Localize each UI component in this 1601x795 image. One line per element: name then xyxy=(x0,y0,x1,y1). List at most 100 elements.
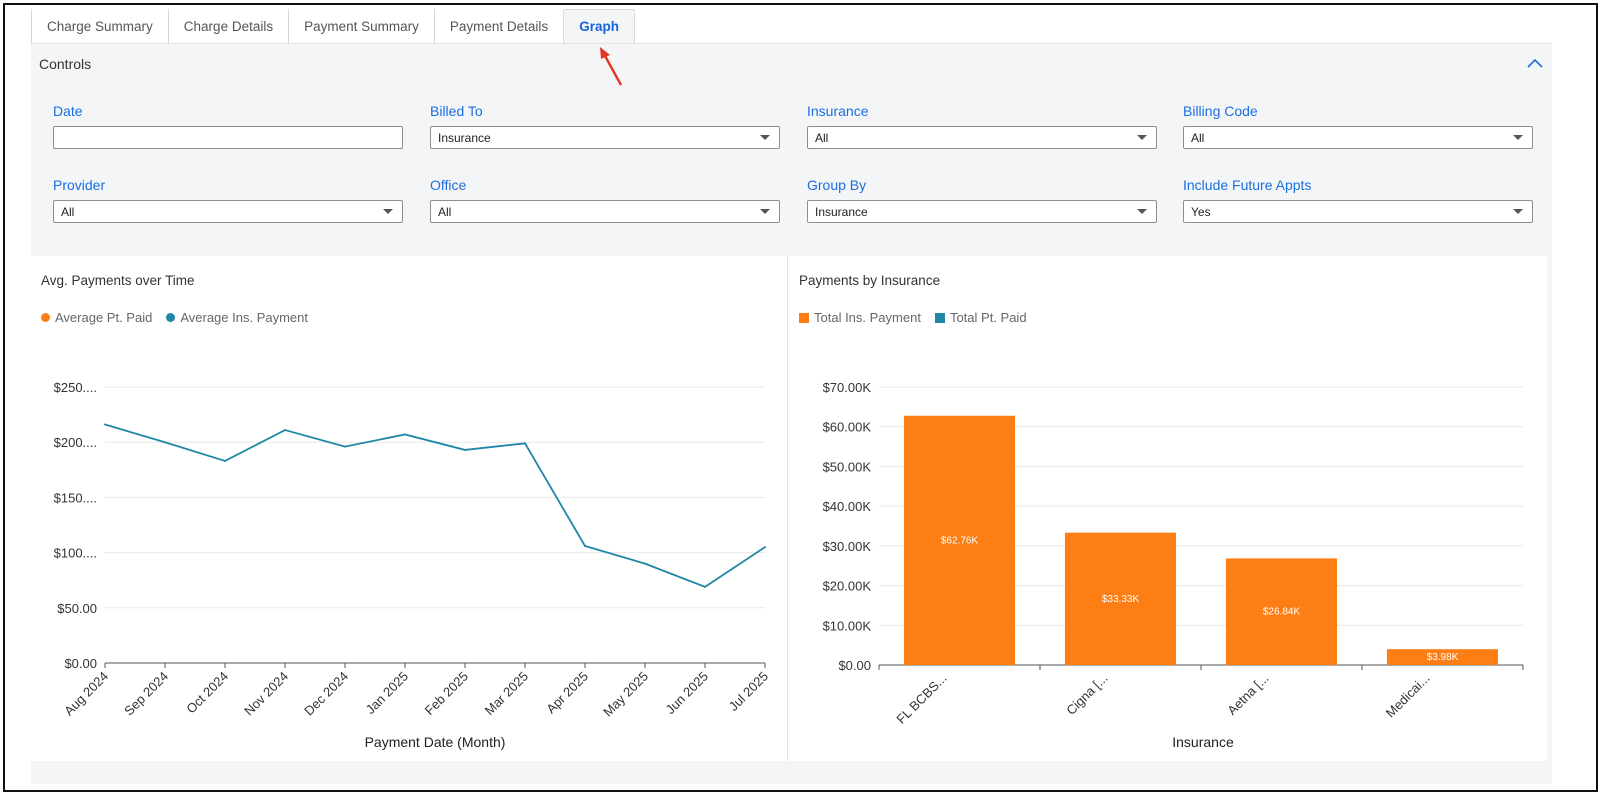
data-point xyxy=(104,423,106,426)
orange-square-icon xyxy=(799,312,809,323)
office-field: Office All xyxy=(430,177,780,223)
y-tick-label: $0.00 xyxy=(838,658,871,673)
legend-item-avg-pt-paid[interactable]: Average Pt. Paid xyxy=(41,310,152,325)
future-appts-value: Yes xyxy=(1191,204,1211,219)
provider-select[interactable]: All xyxy=(53,200,403,223)
legend-label: Total Ins. Payment xyxy=(814,310,921,325)
y-tick-label: $200.... xyxy=(54,435,97,450)
billing-code-value: All xyxy=(1191,130,1205,145)
payments-by-insurance-panel: Payments by Insurance Total Ins. Payment… xyxy=(789,256,1546,761)
data-point xyxy=(644,562,646,565)
billing-code-field: Billing Code All xyxy=(1183,103,1533,149)
data-point xyxy=(404,433,406,436)
caret-down-icon xyxy=(383,209,393,214)
x-tick-label: Dec 2024 xyxy=(301,669,351,719)
controls-panel: Controls Date Billed To Insurance Insura… xyxy=(31,43,1552,256)
billed-to-label: Billed To xyxy=(430,103,483,119)
provider-field: Provider All xyxy=(53,177,403,223)
data-point xyxy=(344,445,346,448)
x-tick-label: Sep 2024 xyxy=(121,669,171,719)
x-tick-label: Medicai... xyxy=(1383,671,1433,721)
tab-charge-details[interactable]: Charge Details xyxy=(167,9,288,43)
footer-strip xyxy=(31,761,1552,784)
data-point xyxy=(764,546,766,549)
legend-label: Average Pt. Paid xyxy=(55,310,153,325)
y-tick-label: $10.00K xyxy=(823,618,872,633)
data-point xyxy=(524,442,526,445)
caret-down-icon xyxy=(760,209,770,214)
bar-1 xyxy=(903,415,1016,665)
y-tick-label: $0.00 xyxy=(64,656,97,671)
y-tick-label: $20.00K xyxy=(823,579,872,594)
y-tick-label: $50.00 xyxy=(57,601,97,616)
date-input[interactable] xyxy=(53,126,403,149)
bar-chart: $0.00 $10.00K $20.00K $30.00K $40.00K $50.00K… xyxy=(823,380,1524,750)
tab-graph[interactable]: Graph xyxy=(563,9,635,43)
legend-label: Average Ins. Payment xyxy=(180,310,308,325)
x-tick-label: Aug 2024 xyxy=(61,669,111,719)
data-point xyxy=(704,585,706,588)
bar-value-label: $62.76K xyxy=(941,535,979,546)
billed-to-select[interactable]: Insurance xyxy=(430,126,780,149)
billing-code-label: Billing Code xyxy=(1183,103,1258,119)
legend-item-total-pt-paid[interactable]: Total Pt. Paid xyxy=(934,310,1027,325)
avg-payments-panel: Avg. Payments over Time Average Pt. Paid… xyxy=(31,256,788,761)
y-tick-label: $70.00K xyxy=(823,380,872,395)
y-tick-label: $40.00K xyxy=(823,499,872,514)
x-tick-label: Jun 2025 xyxy=(663,669,711,717)
app-frame: Charge Summary Charge Details Payment Su… xyxy=(3,3,1598,792)
legend-label: Total Pt. Paid xyxy=(949,310,1027,325)
teal-square-icon xyxy=(934,312,945,323)
office-value: All xyxy=(438,204,452,219)
tab-payment-details[interactable]: Payment Details xyxy=(433,9,563,43)
future-appts-label: Include Future Appts xyxy=(1183,177,1312,193)
x-tick-label: Feb 2025 xyxy=(422,669,471,718)
billed-to-field: Billed To Insurance xyxy=(430,103,780,149)
data-point xyxy=(464,448,466,451)
provider-value: All xyxy=(61,204,75,219)
tab-bar: Charge Summary Charge Details Payment Su… xyxy=(31,9,1552,43)
legend-item-avg-ins-payment[interactable]: Average Ins. Payment xyxy=(166,310,308,325)
bar-2 xyxy=(1064,532,1177,665)
caret-down-icon xyxy=(760,135,770,140)
bar-3 xyxy=(1225,558,1338,665)
office-label: Office xyxy=(430,177,467,193)
future-appts-field: Include Future Appts Yes xyxy=(1183,177,1533,223)
office-select[interactable]: All xyxy=(430,200,780,223)
group-by-select[interactable]: Insurance xyxy=(807,200,1157,223)
chevron-up-icon[interactable] xyxy=(1526,56,1544,70)
x-tick-label: FL BCBS... xyxy=(893,671,949,727)
x-tick-label: May 2025 xyxy=(600,669,651,720)
legend-item-total-ins-payment[interactable]: Total Ins. Payment xyxy=(799,310,921,325)
group-by-value: Insurance xyxy=(815,204,868,219)
group-by-label: Group By xyxy=(807,177,867,193)
tab-charge-summary[interactable]: Charge Summary xyxy=(31,9,168,43)
series-line-avg-ins-payment xyxy=(104,423,766,588)
report-container: Charge Summary Charge Details Payment Su… xyxy=(31,9,1552,784)
x-axis-title: Payment Date (Month) xyxy=(365,734,506,750)
data-point xyxy=(284,429,286,432)
bar-4 xyxy=(1386,649,1499,665)
y-tick-label: $60.00K xyxy=(823,420,872,435)
tab-payment-summary[interactable]: Payment Summary xyxy=(288,9,434,43)
future-appts-select[interactable]: Yes xyxy=(1183,200,1533,223)
teal-dot-icon xyxy=(166,313,176,322)
x-tick-label: Apr 2025 xyxy=(543,669,591,717)
x-tick-label: Mar 2025 xyxy=(482,669,531,718)
date-label: Date xyxy=(53,103,83,119)
insurance-select[interactable]: All xyxy=(807,126,1157,149)
billing-code-select[interactable]: All xyxy=(1183,126,1533,149)
insurance-label: Insurance xyxy=(807,103,869,119)
provider-label: Provider xyxy=(53,177,106,193)
x-tick-label: Jan 2025 xyxy=(363,669,411,717)
line-chart: $0.00 $50.00 $100.... $150.... $200.... $250.… xyxy=(54,380,771,750)
panel-edge xyxy=(1547,256,1552,761)
bar-value-label: $26.84K xyxy=(1263,607,1301,618)
orange-dot-icon xyxy=(41,313,50,322)
date-field: Date xyxy=(53,103,403,149)
x-tick-label: Nov 2024 xyxy=(241,669,291,719)
data-point xyxy=(584,544,586,547)
x-tick-label: Aetna [... xyxy=(1224,671,1271,718)
line-chart-legend: Average Pt. Paid Average Ins. Payment xyxy=(41,310,322,325)
bar-chart-legend: Total Ins. Payment Total Pt. Paid xyxy=(799,310,1041,325)
